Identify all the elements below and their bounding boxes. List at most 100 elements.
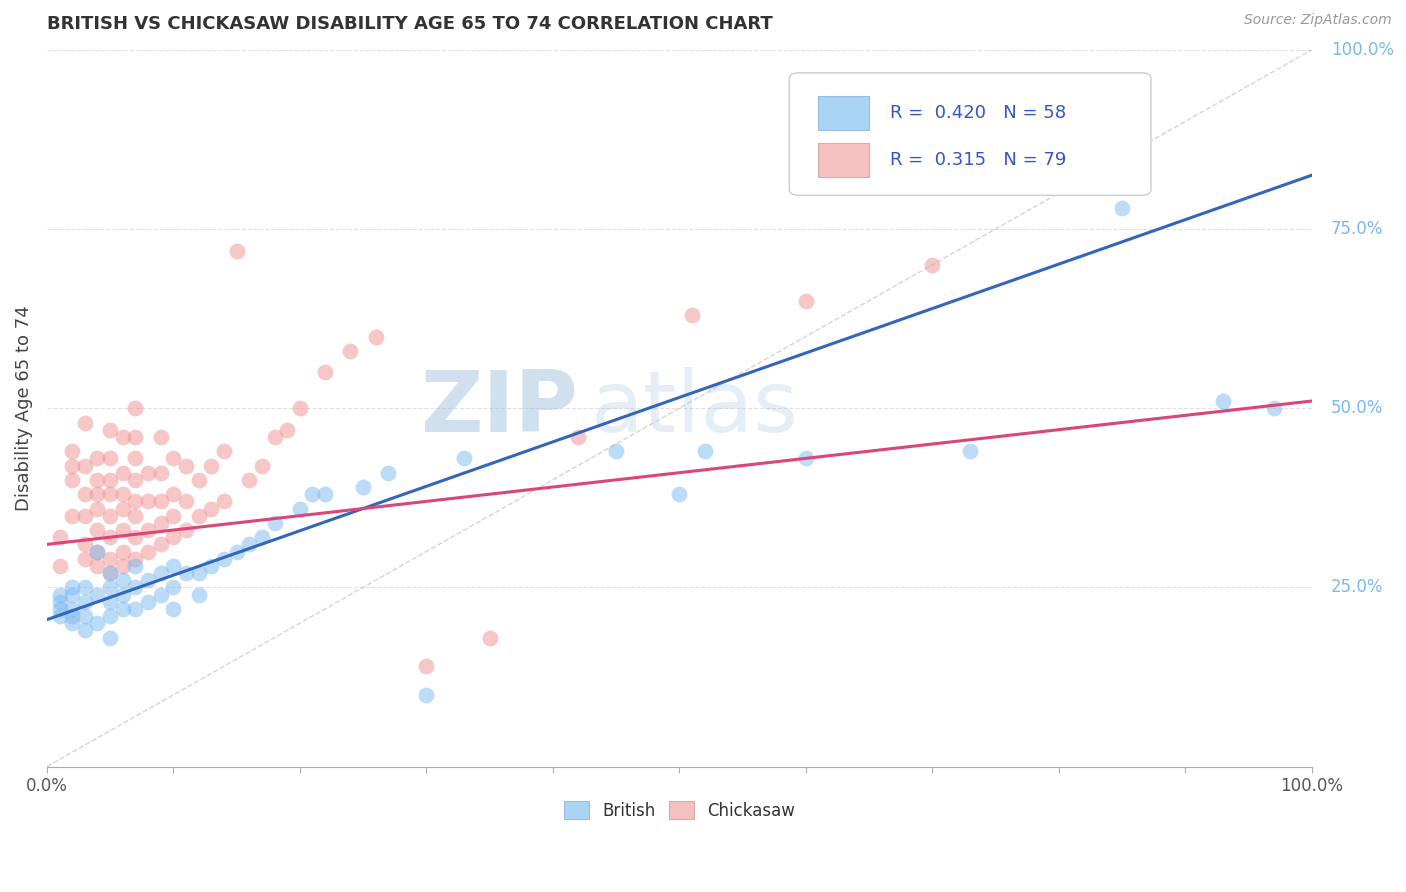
Point: [60, 473, 83, 487]
Text: atlas: atlas: [591, 367, 799, 450]
Point: [124, 430, 146, 444]
Point: [187, 508, 209, 523]
Point: [200, 501, 222, 516]
Point: [73, 508, 96, 523]
Point: [301, 487, 323, 501]
Point: [136, 544, 159, 558]
Point: [73, 458, 96, 473]
Point: [98, 566, 121, 580]
Point: [124, 508, 146, 523]
Point: [136, 466, 159, 480]
Point: [415, 688, 437, 702]
Point: [124, 530, 146, 544]
Point: [415, 659, 437, 673]
Point: [48, 602, 70, 616]
Point: [276, 423, 298, 437]
Point: [60, 602, 83, 616]
Text: R =  0.420   N = 58: R = 0.420 N = 58: [890, 103, 1067, 122]
Point: [73, 487, 96, 501]
Point: [48, 595, 70, 609]
Point: [339, 343, 361, 358]
Point: [111, 573, 134, 587]
Point: [162, 530, 184, 544]
Text: Source: ZipAtlas.com: Source: ZipAtlas.com: [1244, 13, 1392, 28]
Point: [111, 523, 134, 537]
Point: [124, 401, 146, 416]
Point: [794, 293, 817, 308]
Point: [377, 466, 399, 480]
Point: [136, 494, 159, 508]
Point: [86, 523, 108, 537]
Point: [162, 508, 184, 523]
Point: [86, 487, 108, 501]
Point: [98, 530, 121, 544]
Point: [111, 501, 134, 516]
Point: [73, 595, 96, 609]
Point: [681, 308, 703, 322]
Point: [98, 487, 121, 501]
Point: [352, 480, 374, 494]
Point: [124, 451, 146, 466]
Point: [959, 444, 981, 458]
Point: [162, 487, 184, 501]
Y-axis label: Disability Age 65 to 74: Disability Age 65 to 74: [15, 305, 32, 511]
Point: [174, 458, 197, 473]
Point: [1212, 394, 1234, 409]
Point: [136, 573, 159, 587]
Point: [98, 473, 121, 487]
Point: [288, 401, 311, 416]
Point: [478, 631, 501, 645]
Point: [86, 616, 108, 631]
Point: [212, 444, 235, 458]
Legend: British, Chickasaw: British, Chickasaw: [557, 795, 801, 826]
Point: [98, 609, 121, 624]
Point: [225, 544, 247, 558]
Point: [86, 544, 108, 558]
Point: [1111, 201, 1133, 215]
FancyBboxPatch shape: [789, 73, 1152, 195]
Point: [98, 551, 121, 566]
Text: 75.0%: 75.0%: [1330, 220, 1384, 238]
Point: [250, 530, 273, 544]
Point: [124, 494, 146, 508]
Text: 50.0%: 50.0%: [1330, 400, 1384, 417]
Text: ZIP: ZIP: [420, 367, 578, 450]
Point: [73, 551, 96, 566]
Point: [149, 537, 172, 551]
Point: [794, 451, 817, 466]
Point: [174, 523, 197, 537]
Point: [60, 609, 83, 624]
Point: [124, 473, 146, 487]
Point: [149, 494, 172, 508]
Text: R =  0.315   N = 79: R = 0.315 N = 79: [890, 152, 1067, 169]
Point: [111, 588, 134, 602]
Point: [98, 566, 121, 580]
Point: [250, 458, 273, 473]
Point: [124, 551, 146, 566]
Point: [162, 580, 184, 594]
Point: [174, 494, 197, 508]
Point: [263, 516, 285, 530]
Point: [86, 501, 108, 516]
Point: [453, 451, 475, 466]
Point: [86, 558, 108, 573]
Point: [60, 458, 83, 473]
Point: [187, 473, 209, 487]
Point: [60, 580, 83, 594]
Point: [111, 430, 134, 444]
Point: [212, 494, 235, 508]
Point: [60, 444, 83, 458]
Point: [1263, 401, 1285, 416]
Point: [364, 329, 387, 343]
Point: [567, 430, 589, 444]
Point: [98, 423, 121, 437]
Point: [693, 444, 716, 458]
Point: [288, 501, 311, 516]
Point: [111, 558, 134, 573]
Point: [111, 487, 134, 501]
Point: [162, 451, 184, 466]
Point: [111, 466, 134, 480]
Point: [98, 631, 121, 645]
Point: [73, 624, 96, 638]
Point: [60, 508, 83, 523]
